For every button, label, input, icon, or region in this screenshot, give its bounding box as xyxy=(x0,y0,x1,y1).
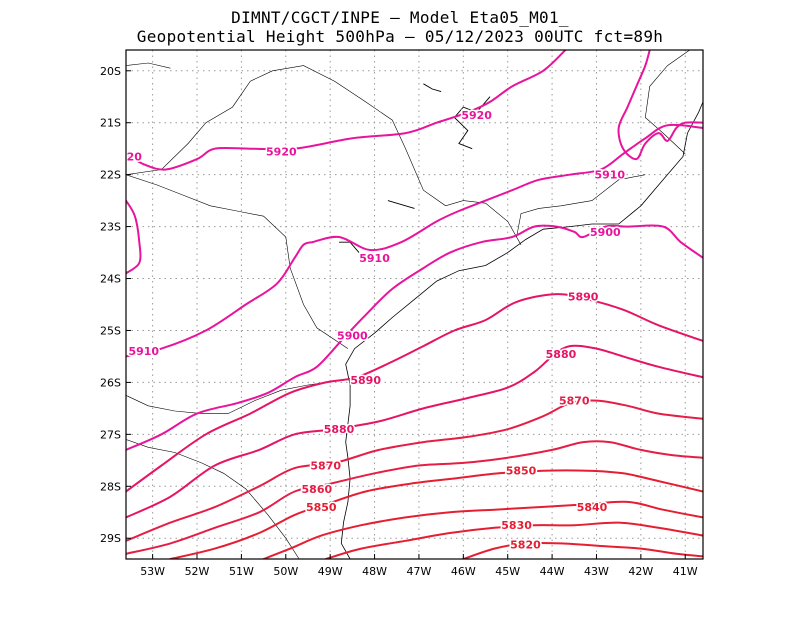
contour-label: 5920 xyxy=(461,109,492,122)
lon-tick-label: 51W xyxy=(229,565,254,578)
water-body xyxy=(423,83,442,93)
state-border xyxy=(126,439,300,559)
contour-label: 5890 xyxy=(568,291,599,304)
contour-line-5880 xyxy=(126,344,703,519)
lat-tick-label: 24S xyxy=(100,273,121,286)
contour-label: 5850 xyxy=(306,501,337,514)
lon-tick-label: 42W xyxy=(628,565,653,578)
contour-label: 5840 xyxy=(577,501,608,514)
contour-line-5920 xyxy=(617,50,703,161)
lat-tick-label: 26S xyxy=(100,376,121,389)
contour-line-5830 xyxy=(324,521,703,559)
contour-line-5910 xyxy=(126,241,314,358)
lon-tick-label: 52W xyxy=(185,565,210,578)
figure-title-line-1: DIMNT/CGCT/INPE – Model Eta05_M01_ xyxy=(231,8,569,27)
contour-label: 5910 xyxy=(128,345,159,358)
contour-label: 5860 xyxy=(302,483,333,496)
contour-label: 5850 xyxy=(506,465,537,478)
coastline xyxy=(340,101,703,559)
contour-label: 5890 xyxy=(350,374,381,387)
lat-tick-label: 27S xyxy=(100,428,121,441)
state-border xyxy=(126,65,522,245)
lon-tick-label: 48W xyxy=(362,565,387,578)
lat-tick-label: 20S xyxy=(100,65,121,78)
lat-tick-label: 23S xyxy=(100,221,121,234)
contour-labels: 5920 5920 920 5910 5910 5910 5900 5900 5890 5890 5… xyxy=(119,107,627,553)
lat-tick-label: 28S xyxy=(100,480,121,493)
contour-label: 5910 xyxy=(359,252,390,265)
state-border xyxy=(516,174,646,238)
contour-label: 5900 xyxy=(337,330,368,343)
contour-lines xyxy=(126,50,703,559)
lon-tick-label: 50W xyxy=(273,565,298,578)
water-body xyxy=(387,200,415,209)
lat-tick-label: 22S xyxy=(100,169,121,182)
lon-tick-label: 49W xyxy=(318,565,343,578)
axis-labels: 20S 21S 22S 23S 24S 25S 26S 27S 28S 29S 53W 52W 51W 5… xyxy=(100,65,698,578)
contour-line-5920 xyxy=(126,50,567,171)
lon-tick-label: 44W xyxy=(540,565,565,578)
contour-line-5910 xyxy=(311,123,703,252)
lon-tick-label: 46W xyxy=(451,565,476,578)
contour-line-5820 xyxy=(462,541,703,559)
contour-label: 5880 xyxy=(324,423,355,436)
lat-lon-grid xyxy=(126,50,703,559)
contour-line-5840 xyxy=(262,500,703,559)
contour-label: 920 xyxy=(119,150,142,163)
lon-tick-label: 43W xyxy=(584,565,609,578)
lat-tick-label: 21S xyxy=(100,117,121,130)
lon-tick-label: 45W xyxy=(495,565,520,578)
contour-label: 5870 xyxy=(559,395,590,408)
plot-frame xyxy=(125,49,704,560)
contour-line-5900 xyxy=(126,224,703,451)
lon-tick-label: 53W xyxy=(140,565,165,578)
contour-label: 5880 xyxy=(546,348,577,361)
contour-label: 5870 xyxy=(310,460,341,473)
contour-label: 5910 xyxy=(594,169,625,182)
lon-tick-label: 41W xyxy=(673,565,698,578)
contour-label: 5820 xyxy=(510,538,541,551)
lat-tick-label: 29S xyxy=(100,532,121,545)
contour-line-5890 xyxy=(126,293,703,493)
contour-label: 5830 xyxy=(501,519,532,532)
contour-line-5910 xyxy=(126,199,142,275)
contour-label: 5900 xyxy=(590,226,621,239)
contour-line-5870 xyxy=(126,399,703,542)
figure-title-line-2: Geopotential Height 500hPa – 05/12/2023 … xyxy=(136,27,664,46)
state-border xyxy=(126,174,349,349)
contour-label: 5920 xyxy=(266,145,297,158)
state-border xyxy=(644,50,690,155)
contour-line-5860 xyxy=(126,440,703,555)
state-border xyxy=(126,62,171,69)
lon-tick-label: 47W xyxy=(407,565,432,578)
lat-tick-label: 25S xyxy=(100,324,121,337)
contour-line-5850 xyxy=(169,469,703,559)
